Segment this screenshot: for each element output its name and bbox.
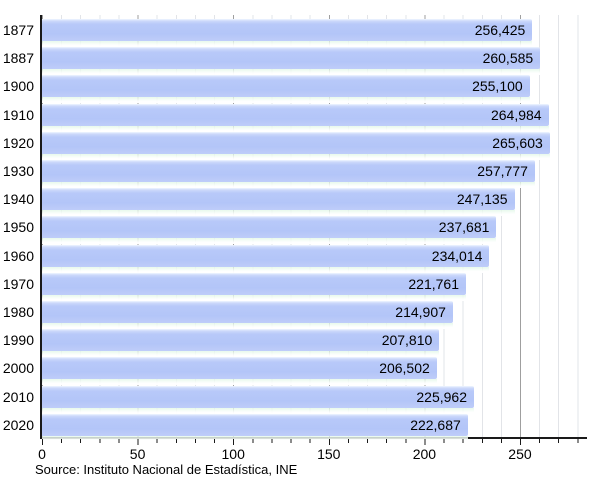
- bar-value-label: 207,810: [381, 332, 433, 349]
- bar-1887: 260,585: [42, 47, 541, 76]
- bar-value-label: 214,907: [395, 304, 446, 320]
- bar-value-label: 221,761: [408, 275, 459, 292]
- bar-value-label: 264,984: [490, 106, 542, 123]
- bar-value-label: 247,135: [456, 191, 508, 208]
- plot-area: 256,425 260,585 255,100 264,984 265,603 257,7…: [40, 15, 587, 442]
- bar-1920: 265,603: [42, 131, 550, 160]
- y-axis-label: 1930: [2, 163, 34, 179]
- bar-value-label: 260,585: [482, 50, 534, 67]
- bar-value-label: 255,100: [472, 78, 523, 95]
- y-axis-label: 1940: [2, 191, 34, 208]
- x-axis-tick-label: 150: [317, 446, 341, 462]
- y-axis-label: 1877: [2, 22, 34, 38]
- bar-1980: 214,907: [42, 301, 453, 329]
- y-axis-label: 2010: [2, 388, 34, 405]
- y-axis-label: 1920: [2, 134, 34, 151]
- bar-value-label: 256,425: [474, 22, 526, 38]
- bar-value-label: 206,502: [379, 360, 430, 377]
- bar-value-label: 257,777: [477, 163, 528, 179]
- y-axis-label: 1970: [2, 275, 34, 292]
- bar-1900: 255,100: [42, 75, 530, 104]
- y-axis-label: 1990: [2, 332, 34, 349]
- y-axis-label: 1900: [2, 78, 34, 95]
- bar-value-label: 222,687: [410, 416, 461, 433]
- bar-1950: 237,681: [42, 216, 497, 245]
- x-axis-tick-label: 0: [38, 446, 46, 462]
- bar-1877: 256,425: [42, 19, 533, 47]
- bar-1940: 247,135: [42, 188, 515, 217]
- source-note: Source: Instituto Nacional de Estadístic…: [35, 462, 298, 477]
- x-axis-major-ticks: [42, 439, 579, 445]
- bar-1970: 221,761: [42, 272, 466, 301]
- bar-2000: 206,502: [42, 357, 437, 386]
- bar-value-label: 265,603: [492, 134, 543, 151]
- x-axis-tick-label: 50: [129, 446, 146, 462]
- y-axis-label: 2000: [2, 360, 34, 377]
- bar-1930: 257,777: [42, 160, 535, 188]
- y-axis-label: 1910: [2, 106, 34, 123]
- bar-1990: 207,810: [42, 329, 440, 358]
- y-axis-label: 1887: [2, 50, 34, 67]
- x-axis-tick-label: 250: [508, 446, 532, 462]
- bar-1960: 234,014: [42, 244, 490, 273]
- x-axis-tick-label: 200: [412, 446, 437, 462]
- y-axis-label: 2020: [2, 416, 34, 433]
- y-axis-label: 1950: [2, 219, 34, 236]
- bar-value-label: 225,962: [416, 388, 467, 405]
- bar-value-label: 234,014: [431, 247, 483, 264]
- bar-2020: 222,687: [42, 413, 468, 442]
- bar-value-label: 237,681: [438, 219, 490, 236]
- x-axis-tick-label: 100: [221, 446, 245, 462]
- y-axis-label: 1960: [2, 247, 34, 264]
- bar-1910: 264,984: [42, 103, 549, 132]
- y-axis-label: 1980: [2, 304, 34, 320]
- bar-2010: 225,962: [42, 385, 474, 414]
